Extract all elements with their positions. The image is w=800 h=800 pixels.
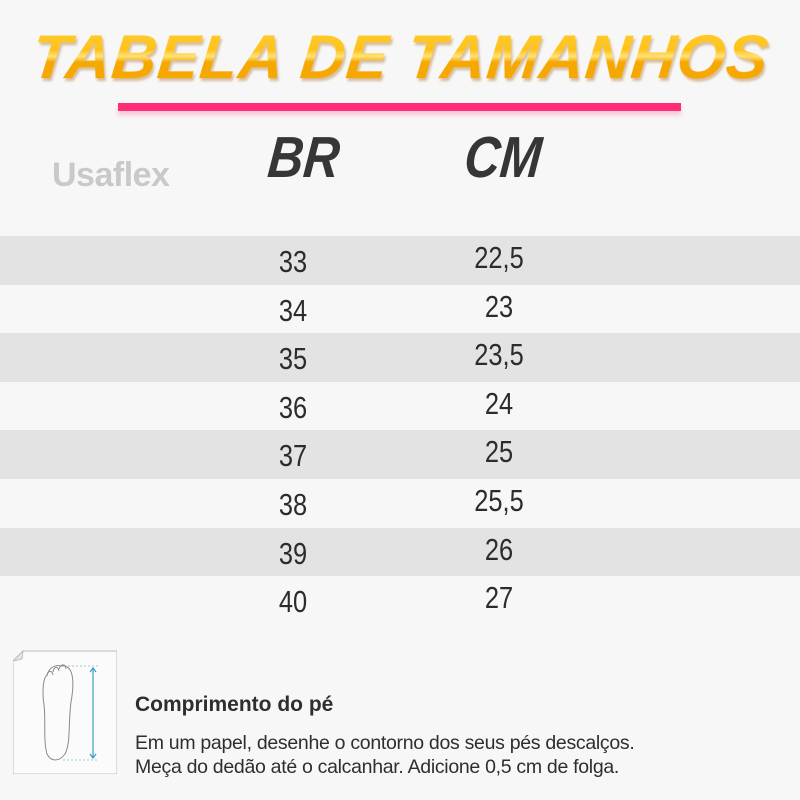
cm-size: 24 xyxy=(484,385,514,421)
br-size: 33 xyxy=(278,244,308,279)
cm-size: 22,5 xyxy=(474,240,524,275)
title-underline xyxy=(118,103,681,111)
cm-size: 23,5 xyxy=(474,337,524,373)
instructions-text: Em um papel, desenhe o contorno dos seus… xyxy=(135,731,635,779)
br-size: 37 xyxy=(278,438,308,474)
page-title: TABELA DE TAMANHOS xyxy=(27,18,772,98)
brand-logo: Usaflex xyxy=(52,156,170,194)
table-row: 38 25,5 xyxy=(0,479,800,528)
table-row: 33 22,5 xyxy=(0,236,800,285)
table-row: 37 25 xyxy=(0,430,800,479)
instructions-heading: Comprimento do pé xyxy=(135,693,334,716)
title-container: TABELA DE TAMANHOS xyxy=(0,18,800,102)
br-size: 35 xyxy=(278,341,308,377)
table-row: 39 26 xyxy=(0,527,800,577)
column-header-cm: CM xyxy=(461,125,545,190)
column-header-br: BR xyxy=(265,125,343,190)
br-size: 40 xyxy=(278,584,308,620)
cm-size: 23 xyxy=(484,288,514,324)
size-table: 33 22,5 34 23 35 23,5 36 24 37 25 38 25,5 39 26 40 27 xyxy=(0,236,800,625)
br-size: 34 xyxy=(278,292,308,328)
table-row: 35 23,5 xyxy=(0,333,800,382)
table-row: 40 27 xyxy=(0,576,800,625)
cm-size: 25,5 xyxy=(474,482,524,518)
cm-size: 25 xyxy=(484,434,514,470)
br-size: 36 xyxy=(278,389,308,425)
br-size: 39 xyxy=(278,535,308,571)
cm-size: 27 xyxy=(484,580,514,616)
instructions-line-1: Em um papel, desenhe o contorno dos seus… xyxy=(135,732,635,754)
table-row: 36 24 xyxy=(0,382,800,431)
table-row: 34 23 xyxy=(0,285,800,334)
cm-size: 26 xyxy=(484,531,514,567)
foot-measure-icon xyxy=(13,650,117,774)
instructions-line-2: Meça do dedão até o calcanhar. Adicione … xyxy=(135,756,620,778)
br-size: 38 xyxy=(278,486,308,522)
